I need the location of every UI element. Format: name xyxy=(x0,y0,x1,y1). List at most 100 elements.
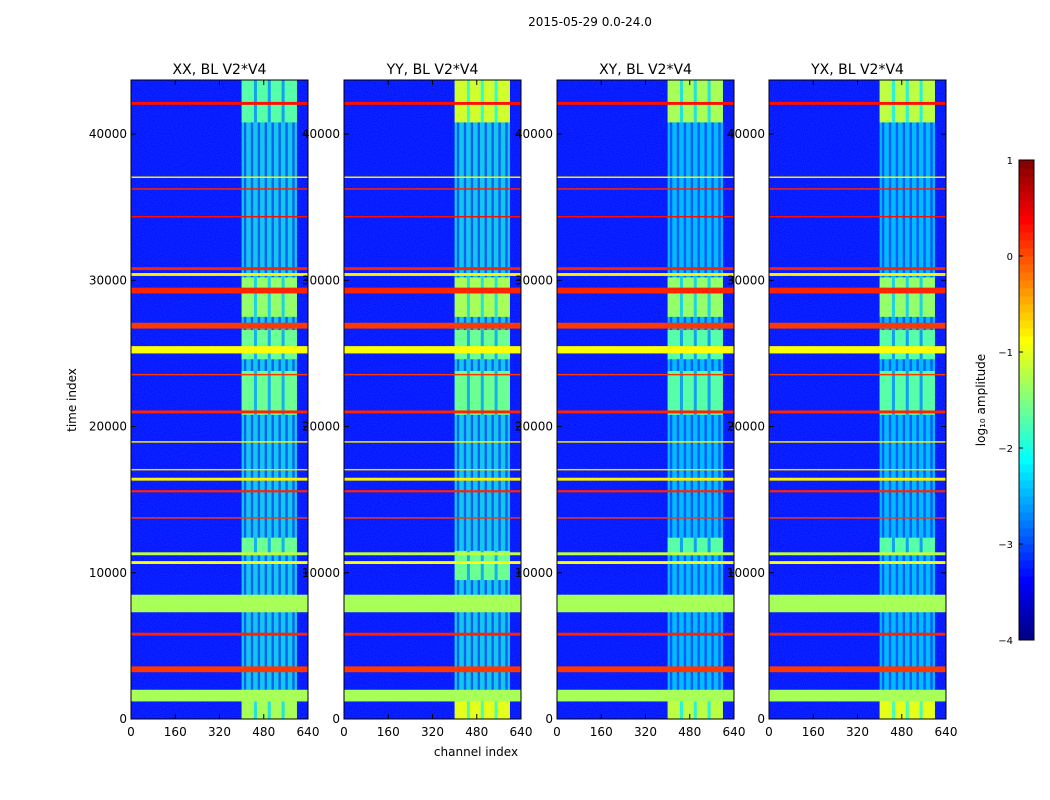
y-tick-label: 20000 xyxy=(727,420,765,434)
rfi-line xyxy=(769,689,946,702)
rfi-line xyxy=(131,188,308,190)
heatmap-panel: XX, BL V2*V4 0 160 320 480 640 0 10000 20000 3000… xyxy=(89,62,320,739)
rfi-block-gap xyxy=(891,370,895,415)
heatmap-cells xyxy=(769,80,946,719)
rfi-block-gap xyxy=(905,537,909,556)
rfi-line xyxy=(344,176,521,178)
colorbar-segment xyxy=(1019,208,1034,217)
heatmap-panel: XY, BL V2*V4 0 160 320 480 640 0 10000 20000 3000… xyxy=(515,62,746,739)
rfi-block-gap xyxy=(253,699,257,719)
colorbar-segment xyxy=(1019,528,1034,537)
y-tick-label: 30000 xyxy=(89,273,127,287)
rfi-block-gap xyxy=(480,550,484,581)
x-tick-label: 160 xyxy=(164,725,187,739)
heatmap-panels: XX, BL V2*V4 0 160 320 480 640 0 10000 20000 3000… xyxy=(89,62,958,739)
rfi-line xyxy=(769,101,946,105)
rfi-block-gap xyxy=(480,370,484,415)
rfi-line xyxy=(557,273,734,276)
rfi-line xyxy=(769,287,946,294)
rfi-line xyxy=(131,477,308,481)
x-tick-label: 480 xyxy=(465,725,488,739)
y-tick-label: 0 xyxy=(757,712,765,726)
panel-title: XX, BL V2*V4 xyxy=(173,62,267,78)
rfi-line xyxy=(344,477,521,481)
y-tick-label: 40000 xyxy=(302,127,340,141)
colorbar-tick-label: 0 xyxy=(1007,252,1013,263)
colorbar-segment xyxy=(1019,568,1034,577)
rfi-block-gap xyxy=(480,699,484,719)
y-tick-label: 30000 xyxy=(727,273,765,287)
rfi-line xyxy=(131,410,308,414)
rfi-block-gap xyxy=(679,537,683,556)
rfi-block-gap xyxy=(466,550,470,581)
rfi-block-gap xyxy=(267,699,271,719)
colorbar-segment xyxy=(1019,336,1034,345)
rfi-line xyxy=(131,346,308,354)
rfi-block-gap xyxy=(253,80,257,123)
rfi-line xyxy=(769,188,946,190)
x-tick-label: 320 xyxy=(208,725,231,739)
rfi-line xyxy=(557,373,734,376)
rfi-line xyxy=(557,322,734,329)
rfi-block-gap xyxy=(707,330,711,360)
colorbar-segment xyxy=(1019,376,1034,385)
colorbar-segment xyxy=(1019,600,1034,609)
rfi-line xyxy=(131,666,308,673)
rfi-line xyxy=(557,215,734,218)
panel-title: XY, BL V2*V4 xyxy=(599,62,692,78)
colorbar-segment xyxy=(1019,368,1034,377)
rfi-block-gap xyxy=(707,80,711,123)
colorbar-segment xyxy=(1019,480,1034,489)
rfi-block-gap xyxy=(679,80,683,123)
rfi-block-gap xyxy=(919,537,923,556)
rfi-line xyxy=(344,287,521,294)
rfi-line xyxy=(557,346,734,354)
rfi-block-gap xyxy=(679,699,683,719)
colorbar-segment xyxy=(1019,272,1034,281)
y-tick-label: 30000 xyxy=(515,273,553,287)
rfi-line xyxy=(344,215,521,218)
rfi-block-gap xyxy=(905,277,909,317)
rfi-line xyxy=(769,490,946,493)
rfi-block-gap xyxy=(891,80,895,123)
colorbar-segment xyxy=(1019,192,1034,201)
rfi-block-gap xyxy=(466,699,470,719)
colorbar-segment xyxy=(1019,288,1034,297)
colorbar-segment xyxy=(1019,400,1034,409)
y-tick-label: 0 xyxy=(545,712,553,726)
rfi-block-gap xyxy=(281,330,285,360)
rfi-block-gap xyxy=(281,537,285,556)
colorbar-segment xyxy=(1019,184,1034,193)
rfi-line xyxy=(557,552,734,556)
x-tick-label: 640 xyxy=(297,725,320,739)
x-tick-label: 640 xyxy=(510,725,533,739)
colorbar-segment xyxy=(1019,248,1034,257)
rfi-line xyxy=(557,666,734,673)
rfi-block-gap xyxy=(707,277,711,317)
colorbar-segment xyxy=(1019,280,1034,289)
rfi-line xyxy=(344,322,521,329)
rfi-line xyxy=(131,689,308,702)
colorbar-segment xyxy=(1019,560,1034,569)
rfi-line xyxy=(557,594,734,613)
rfi-line xyxy=(557,517,734,519)
colorbar-segment xyxy=(1019,352,1034,361)
rfi-block-gap xyxy=(919,330,923,360)
rfi-line xyxy=(769,410,946,414)
rfi-block-gap xyxy=(679,330,683,360)
rfi-block-gap xyxy=(905,330,909,360)
colorbar-segment xyxy=(1019,632,1034,641)
heatmap-cells xyxy=(344,80,521,719)
colorbar-segment xyxy=(1019,320,1034,329)
x-tick-label: 320 xyxy=(634,725,657,739)
rfi-line xyxy=(344,267,521,271)
rfi-line xyxy=(131,273,308,276)
colorbar-segment xyxy=(1019,360,1034,369)
y-axis-label: time index xyxy=(65,368,79,432)
rfi-line xyxy=(131,468,308,471)
y-tick-label: 30000 xyxy=(302,273,340,287)
colorbar-segment xyxy=(1019,552,1034,561)
rfi-block-gap xyxy=(707,370,711,415)
rfi-line xyxy=(557,410,734,414)
rfi-block-gap xyxy=(891,277,895,317)
